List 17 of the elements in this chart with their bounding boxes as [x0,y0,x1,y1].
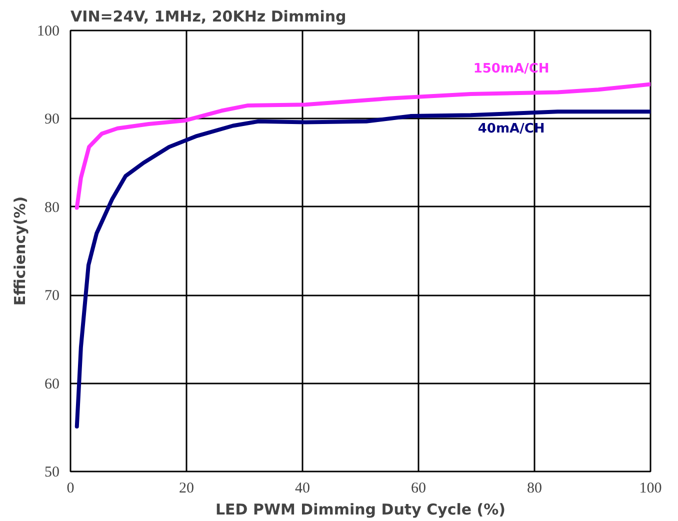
line-series [74,110,650,429]
y-tick-label: 50 [44,464,60,480]
x-tick-label: 80 [527,480,542,496]
y-tick-label: 90 [44,112,60,128]
x-tick-label: 100 [639,480,662,496]
y-tick-label: 60 [44,376,60,392]
x-axis-title: LED PWM Dimming Duty Cycle (%) [215,500,506,518]
x-tick-label: 40 [295,480,310,496]
x-tick-label: 0 [66,480,74,496]
y-tick-label: 70 [44,288,60,304]
line-series [74,82,650,210]
x-tick-label: 60 [411,480,426,496]
x-tick-label: 20 [179,480,194,496]
y-tick-label: 100 [37,24,60,40]
y-axis-title: Efficiency(%) [11,196,29,306]
chart-title: VIN=24V, 1MHz, 20KHz Dimming [70,8,346,26]
y-tick-label: 80 [44,200,60,216]
